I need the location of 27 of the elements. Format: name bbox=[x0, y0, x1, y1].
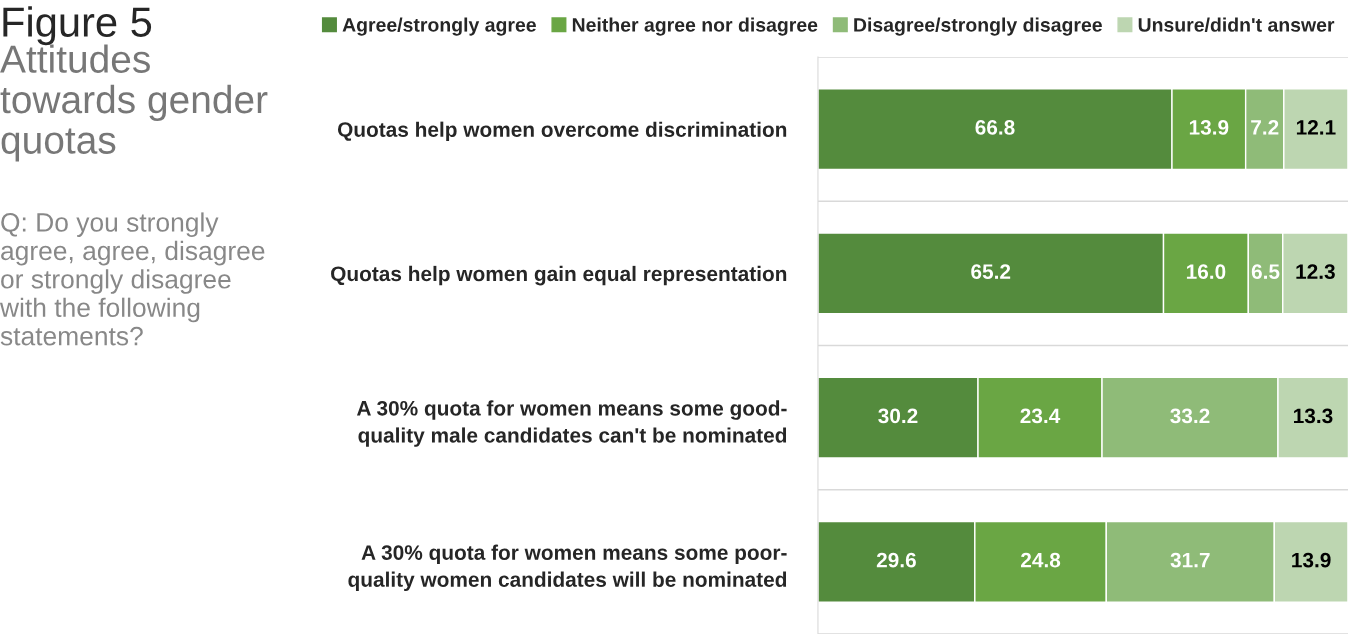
y-tick-label: A 30% quota for women means some poor- quality women candidates will be nominated bbox=[348, 544, 787, 592]
y-tick-label: Quotas help women gain equal representation bbox=[331, 265, 787, 286]
data-label: 16.0 bbox=[1186, 264, 1226, 279]
data-label: 29.6 bbox=[876, 552, 916, 568]
y-tick-label: A 30% quota for women means some good- quality male candidates can't be nominated bbox=[356, 400, 787, 447]
data-label: 33.2 bbox=[1170, 408, 1210, 424]
data-label: 12.3 bbox=[1296, 264, 1335, 280]
data-label: 30.2 bbox=[878, 408, 918, 424]
data-label: 13.9 bbox=[1189, 120, 1229, 135]
data-label: 12.1 bbox=[1296, 120, 1336, 135]
data-label: 66.8 bbox=[975, 120, 1015, 135]
data-label: 13.3 bbox=[1294, 408, 1333, 424]
legend-label: Neither agree nor disagree bbox=[572, 17, 818, 36]
text: Q: Do you strongly agree, agree, disagree or strongly disagree with the following statements? bbox=[0, 212, 265, 346]
y-tick-label: Quotas help women overcome discrimination bbox=[337, 121, 787, 142]
data-label: 31.7 bbox=[1170, 552, 1210, 568]
data-label: 23.4 bbox=[1020, 408, 1061, 424]
legend-label: Disagree/strongly disagree bbox=[854, 17, 1102, 36]
legend-label: Agree/strongly agree bbox=[342, 17, 536, 36]
data-label: 65.2 bbox=[971, 264, 1011, 279]
data-label: 24.8 bbox=[1021, 552, 1061, 568]
data-label: 13.9 bbox=[1292, 552, 1331, 568]
text: Attitudes towards gender quotas bbox=[0, 44, 268, 162]
text: Figure 5 bbox=[3, 6, 152, 46]
data-label: 7.2 bbox=[1251, 120, 1279, 135]
data-label: 6.5 bbox=[1251, 264, 1280, 279]
legend-label: Unsure/didn't answer bbox=[1138, 17, 1335, 32]
